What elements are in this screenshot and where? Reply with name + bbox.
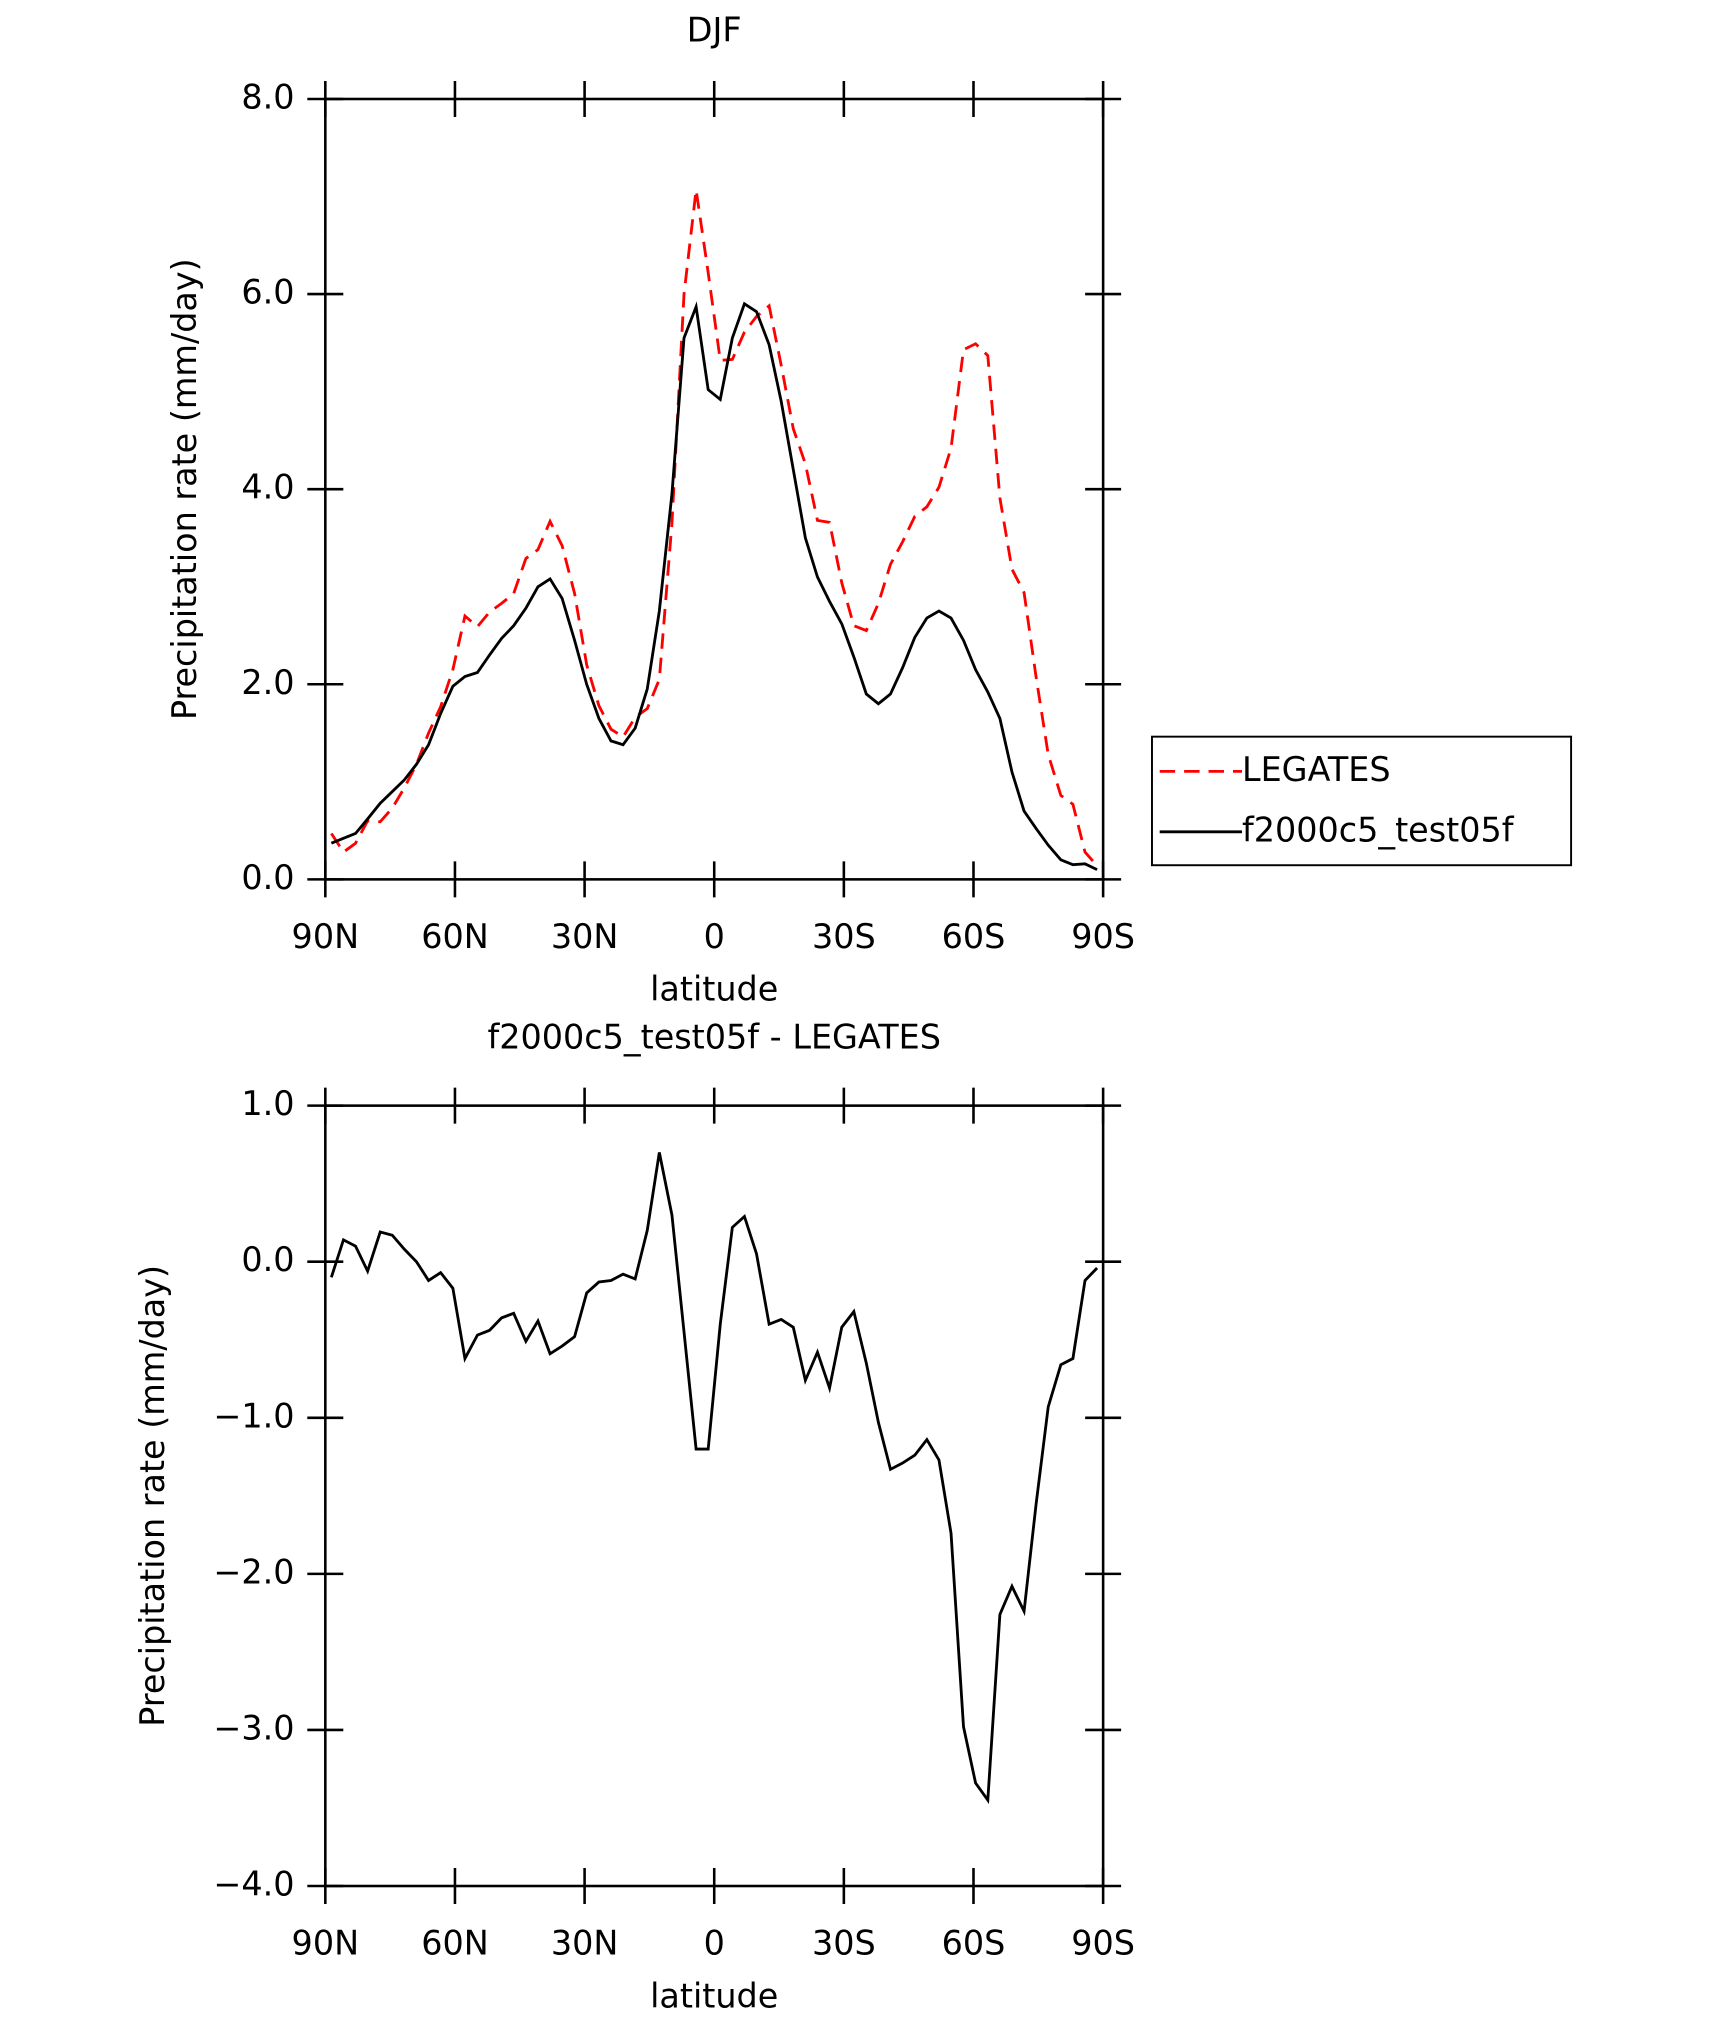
legend-label: LEGATES [1242, 750, 1391, 789]
x-tick-label: 60S [942, 1924, 1006, 1963]
y-tick-label: −1.0 [213, 1396, 294, 1435]
x-tick-label: 90N [292, 917, 360, 956]
x-tick-label: 0 [704, 917, 725, 956]
series-line [330, 301, 1098, 871]
y-tick-label: 0.0 [241, 858, 294, 897]
y-tick-label: 4.0 [241, 468, 294, 507]
y-tick-label: −4.0 [213, 1865, 294, 1904]
x-tick-label: 90S [1071, 1924, 1135, 1963]
y-tick-label: 0.0 [241, 1240, 294, 1279]
legend-box [1151, 735, 1573, 867]
y-tick-label: −3.0 [213, 1708, 294, 1747]
y-tick-label: 6.0 [241, 273, 294, 312]
x-tick-label: 90N [292, 1924, 360, 1963]
y-axis-label: Precipitation rate (mm/day) [133, 1265, 172, 1727]
x-tick-label: 60N [421, 917, 489, 956]
y-axis-label: Precipitation rate (mm/day) [165, 258, 204, 720]
x-axis-label: latitude [650, 1976, 778, 2015]
x-axis-label: latitude [650, 970, 778, 1009]
y-tick-label: 2.0 [241, 663, 294, 702]
chart-title: f2000c5_test05f - LEGATES [488, 1017, 941, 1056]
x-tick-label: 0 [704, 1924, 725, 1963]
x-tick-label: 30N [551, 1924, 619, 1963]
plot-frame [324, 1104, 1105, 1888]
legend-label: f2000c5_test05f [1242, 810, 1515, 849]
series-line [330, 1152, 1099, 1805]
plot-frame [324, 97, 1105, 881]
x-tick-label: 60N [421, 1924, 489, 1963]
y-tick-label: 1.0 [241, 1084, 294, 1123]
x-tick-label: 60S [942, 917, 1006, 956]
y-tick-label: −2.0 [213, 1552, 294, 1591]
x-tick-label: 30S [812, 1924, 876, 1963]
chart-title: DJF [687, 11, 742, 50]
series-line [330, 189, 1099, 867]
y-tick-label: 8.0 [241, 77, 294, 116]
x-tick-label: 30N [551, 917, 619, 956]
x-tick-label: 90S [1071, 917, 1135, 956]
x-tick-label: 30S [812, 917, 876, 956]
